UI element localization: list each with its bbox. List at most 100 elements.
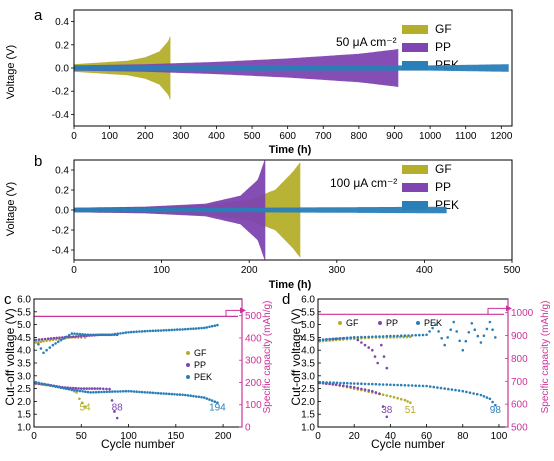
point-pek-charge: [162, 329, 165, 332]
point-pek-discharge: [385, 383, 389, 386]
panel-b-x-axis-label: Time (h): [269, 279, 312, 291]
point-pek-discharge: [102, 390, 106, 394]
point-pek-discharge: [148, 391, 152, 394]
point-pek-discharge: [121, 390, 125, 393]
point-pp-discharge: [360, 387, 363, 391]
point-pek-discharge: [421, 384, 425, 388]
series-pek-band: [74, 64, 509, 72]
point-pek-charge: [488, 320, 492, 324]
x-tick-label: 500: [244, 131, 261, 142]
x-tick-label: 150: [167, 431, 184, 442]
legend-marker-pek: [416, 321, 420, 325]
point-pek-discharge: [89, 391, 92, 394]
point-pek-discharge: [491, 400, 494, 404]
point-pek-charge: [146, 329, 149, 333]
point-pek-charge: [45, 348, 48, 352]
point-pp-discharge: [378, 392, 381, 396]
point-pek-discharge: [475, 392, 479, 396]
point-pek-discharge: [92, 391, 95, 394]
point-pek-charge: [470, 322, 474, 325]
legend-swatch-pek: [402, 201, 428, 210]
point-pek-charge: [335, 337, 339, 341]
point-pp-discharge: [381, 405, 385, 408]
point-gf-discharge: [83, 405, 87, 408]
point-gf-discharge: [392, 395, 396, 399]
point-pek-discharge: [154, 391, 157, 395]
x-tick-label: 600: [279, 131, 296, 142]
point-pek-charge: [318, 338, 322, 342]
point-pp-charge: [77, 335, 80, 338]
point-pp-discharge: [115, 416, 119, 420]
point-pek-charge: [385, 334, 389, 338]
y-tick-label: 3.5: [301, 359, 315, 370]
y-tick-label: -0.4: [52, 246, 70, 257]
point-pek-discharge: [436, 386, 439, 389]
point-pek-discharge: [472, 392, 475, 395]
point-pek-charge: [184, 327, 187, 331]
point-pek-charge: [73, 332, 76, 336]
point-pek-charge: [410, 334, 414, 337]
panel-c-y-axis-label: Cut-off voltage (V): [3, 308, 17, 405]
legend-swatch-pp: [402, 183, 428, 192]
point-pek-discharge: [356, 382, 360, 385]
point-pek-discharge: [43, 382, 46, 386]
panel-a-y-axis-label: Voltage (V): [5, 45, 17, 99]
point-pek-discharge: [173, 393, 176, 396]
point-pek-discharge: [67, 388, 71, 391]
panel-d-legend-gf: GF: [346, 318, 359, 328]
point-pek-discharge: [138, 390, 141, 394]
y-tick-label: 4.5: [17, 333, 31, 344]
point-pp-charge: [40, 338, 44, 341]
point-pp-discharge: [93, 387, 97, 390]
point-pek-charge: [446, 336, 450, 339]
point-pek-charge: [407, 334, 410, 337]
capacity-arrow: [225, 309, 240, 317]
point-pek-charge: [151, 329, 155, 333]
point-pek-charge: [94, 333, 98, 337]
point-pek-charge: [105, 333, 109, 337]
point-pek-discharge: [321, 381, 325, 384]
panel-a-legend-gf: GF: [435, 22, 452, 36]
y-tick-label: 6.0: [301, 295, 315, 306]
point-pek-discharge: [443, 387, 447, 390]
panel-a-label: a: [34, 7, 43, 24]
point-gf-discharge: [385, 394, 389, 397]
x-tick-label: 800: [351, 131, 368, 142]
point-pek-discharge: [328, 381, 332, 384]
point-pek-discharge: [485, 396, 489, 399]
point-gf-charge: [409, 335, 412, 339]
point-pp-charge: [58, 336, 61, 340]
y2-tick-label: 600: [511, 400, 528, 411]
x-tick-label: 100: [120, 431, 137, 442]
panel-c-x-axis-label: Cycle number: [101, 437, 175, 451]
panel-b-legend-pp: PP: [435, 180, 451, 194]
point-pek-discharge: [127, 389, 130, 393]
cycle-life-label-pp: 38: [381, 405, 393, 416]
point-pek-charge: [86, 333, 90, 337]
point-pek-discharge: [410, 384, 414, 387]
x-tick-label: 1000: [419, 131, 442, 142]
point-pek-charge: [476, 334, 480, 338]
point-gf-discharge: [396, 396, 399, 400]
point-gf-charge: [34, 341, 38, 344]
series-pek-band: [74, 206, 447, 214]
point-pek-charge: [92, 333, 95, 337]
point-pek-discharge: [132, 390, 136, 393]
panel-b-legend-gf: GF: [435, 162, 452, 176]
point-pek-charge: [414, 333, 418, 337]
x-tick-label: 50: [76, 431, 88, 442]
point-pek-charge: [363, 335, 367, 339]
legend-swatch-pp: [402, 43, 428, 52]
point-pek-discharge: [389, 383, 392, 387]
point-pek-discharge: [450, 388, 454, 391]
point-pp-charge: [367, 346, 371, 349]
point-pek-charge: [129, 330, 133, 334]
point-pek-charge: [421, 333, 425, 337]
y2-tick-label: 500: [245, 311, 262, 322]
x-tick-label: 200: [241, 265, 258, 276]
point-pp-charge: [380, 343, 383, 347]
point-pek-charge: [202, 326, 206, 330]
y-tick-label: 5.0: [17, 320, 31, 331]
point-pek-charge: [186, 327, 190, 331]
point-pek-charge: [57, 340, 60, 344]
